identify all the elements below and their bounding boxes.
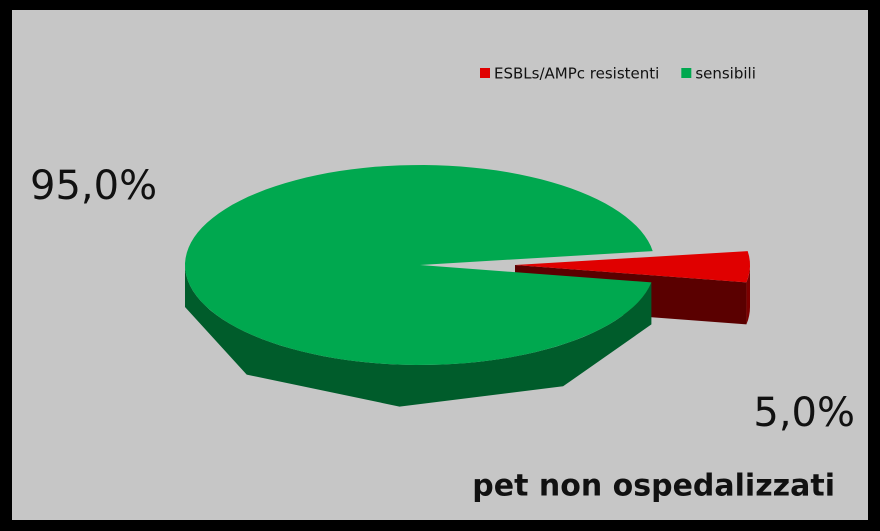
slice-side [185, 265, 652, 407]
legend-label: ESBLs/AMPc resistenti [494, 65, 659, 83]
slice [515, 251, 750, 283]
value-label: 5,0% [753, 390, 855, 436]
legend-swatch [681, 68, 692, 78]
slice-side [746, 265, 750, 325]
value-label: 95,0% [30, 163, 157, 209]
legend-swatch [480, 68, 490, 78]
chart-title: pet non ospedalizzati [472, 469, 835, 504]
legend-label: sensibili [695, 65, 756, 83]
slice [185, 165, 653, 365]
